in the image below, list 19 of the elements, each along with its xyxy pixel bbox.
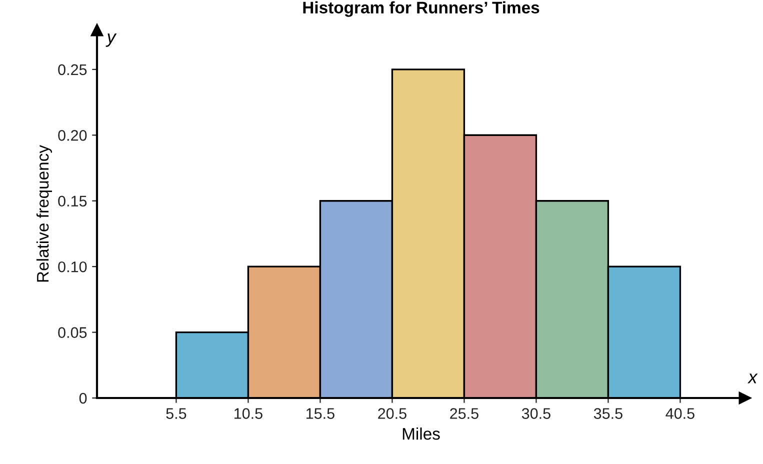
x-tick-label: 25.5 bbox=[450, 408, 478, 419]
y-tick-label: 0.05 bbox=[58, 327, 87, 338]
x-tick-label: 30.5 bbox=[522, 408, 550, 419]
annotation: y bbox=[106, 34, 117, 47]
x-tick-label: 5.5 bbox=[166, 408, 186, 419]
y-tick-label: 0.20 bbox=[58, 130, 87, 141]
x-tick-label: 35.5 bbox=[594, 408, 622, 419]
text: x bbox=[748, 374, 758, 384]
y-tick-label: 0 bbox=[79, 392, 87, 404]
x-tick-label: 40.5 bbox=[666, 408, 694, 419]
x-tick-label: 10.5 bbox=[234, 408, 262, 419]
x-axis-title: Miles bbox=[402, 428, 440, 440]
y-tick-label: 0.15 bbox=[58, 196, 87, 207]
x-tick-label: 20.5 bbox=[378, 408, 406, 419]
y-tick-label: 0.25 bbox=[58, 64, 87, 76]
y-axis-title: Relative frequency bbox=[36, 145, 52, 282]
chart-title: Histogram for Runners’ Times bbox=[303, 1, 540, 17]
x-tick-label: 15.5 bbox=[306, 408, 334, 419]
y-tick-label: 0.10 bbox=[58, 261, 87, 272]
